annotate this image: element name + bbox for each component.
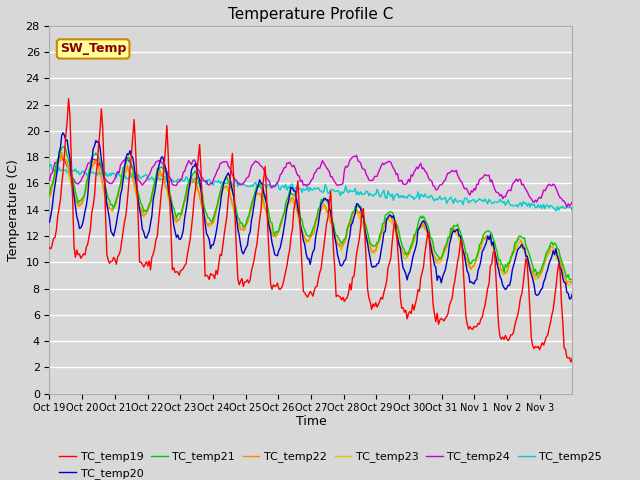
TC_temp25: [497, 198, 505, 204]
TC_temp20: [566, 296, 573, 302]
TC_temp24: [58, 152, 65, 158]
TC_temp24: [563, 204, 571, 210]
TC_temp19: [316, 270, 324, 276]
TC_temp21: [568, 277, 576, 283]
TC_temp23: [45, 192, 53, 197]
TC_temp20: [65, 148, 72, 154]
TC_temp19: [45, 245, 53, 251]
TC_temp20: [60, 130, 67, 136]
TC_temp23: [564, 282, 572, 288]
TC_temp22: [45, 194, 53, 200]
TC_temp23: [65, 169, 72, 175]
TC_temp25: [566, 204, 573, 210]
TC_temp22: [568, 279, 576, 285]
TC_temp19: [420, 264, 428, 270]
TC_temp24: [45, 178, 53, 183]
TC_temp23: [567, 280, 575, 286]
TC_temp22: [316, 209, 324, 215]
TC_temp19: [65, 96, 72, 102]
TC_temp22: [81, 191, 89, 196]
TC_temp21: [65, 156, 72, 162]
TC_temp20: [316, 211, 324, 216]
TC_temp22: [567, 279, 575, 285]
TC_temp24: [568, 199, 576, 204]
TC_temp19: [81, 252, 89, 258]
TC_temp25: [316, 188, 324, 193]
TC_temp25: [47, 161, 54, 167]
Line: TC_temp19: TC_temp19: [49, 99, 572, 362]
TC_temp21: [420, 213, 428, 219]
Line: TC_temp24: TC_temp24: [49, 155, 572, 207]
TC_temp24: [420, 165, 428, 171]
TC_temp23: [568, 279, 576, 285]
TC_temp24: [567, 201, 575, 207]
Line: TC_temp20: TC_temp20: [49, 133, 572, 299]
TC_temp24: [65, 163, 72, 169]
X-axis label: Time: Time: [296, 415, 326, 428]
TC_temp19: [497, 336, 505, 342]
TC_temp23: [420, 225, 428, 230]
TC_temp23: [58, 152, 65, 158]
TC_temp25: [568, 208, 576, 214]
TC_temp22: [563, 280, 571, 286]
TC_temp24: [316, 166, 324, 171]
TC_temp20: [45, 219, 53, 225]
Line: TC_temp21: TC_temp21: [49, 147, 572, 280]
TC_temp24: [81, 168, 89, 174]
TC_temp22: [420, 218, 428, 224]
TC_temp22: [65, 166, 72, 172]
TC_temp25: [81, 170, 89, 176]
TC_temp21: [45, 192, 53, 198]
TC_temp25: [420, 194, 428, 200]
Title: Temperature Profile C: Temperature Profile C: [228, 7, 394, 22]
TC_temp21: [497, 261, 505, 267]
TC_temp20: [568, 291, 576, 297]
Text: SW_Temp: SW_Temp: [60, 42, 126, 55]
TC_temp23: [497, 267, 505, 273]
TC_temp19: [566, 355, 573, 360]
TC_temp19: [567, 359, 575, 365]
TC_temp22: [58, 149, 65, 155]
TC_temp25: [45, 164, 53, 169]
TC_temp22: [497, 267, 505, 273]
Y-axis label: Temperature (C): Temperature (C): [7, 159, 20, 261]
TC_temp20: [81, 208, 89, 214]
TC_temp24: [497, 192, 505, 197]
Line: TC_temp22: TC_temp22: [49, 152, 572, 283]
TC_temp25: [65, 170, 72, 176]
TC_temp19: [568, 355, 576, 361]
TC_temp19: [63, 118, 71, 123]
TC_temp20: [420, 218, 428, 224]
Line: TC_temp25: TC_temp25: [49, 164, 572, 211]
TC_temp21: [566, 276, 573, 282]
Line: TC_temp23: TC_temp23: [49, 155, 572, 285]
TC_temp21: [61, 144, 68, 150]
TC_temp21: [316, 204, 324, 210]
TC_temp23: [81, 192, 89, 198]
TC_temp20: [567, 296, 575, 301]
TC_temp20: [497, 276, 505, 282]
TC_temp21: [81, 189, 89, 195]
TC_temp23: [316, 206, 324, 212]
Legend: TC_temp19, TC_temp20, TC_temp21, TC_temp22, TC_temp23, TC_temp24, TC_temp25: TC_temp19, TC_temp20, TC_temp21, TC_temp…: [55, 447, 606, 480]
